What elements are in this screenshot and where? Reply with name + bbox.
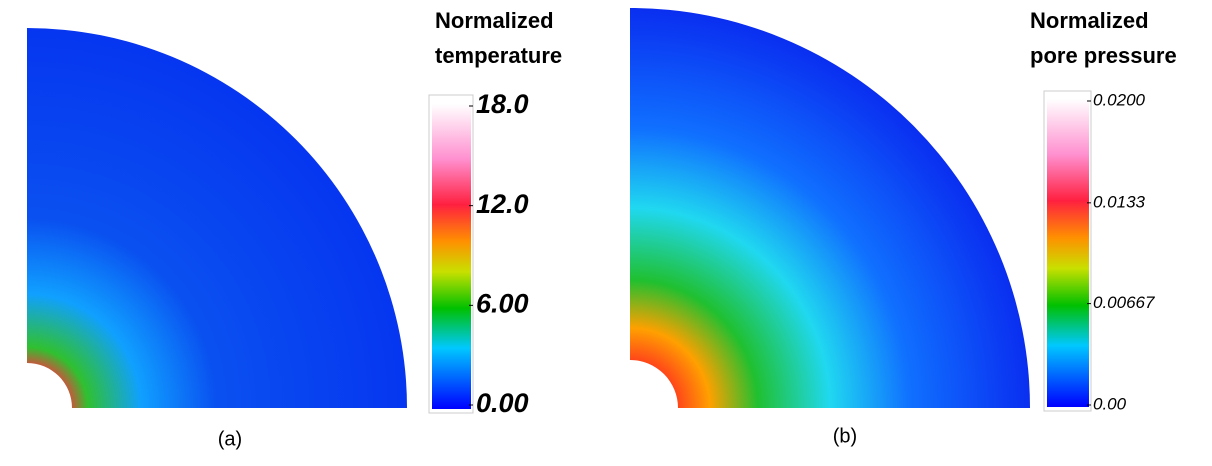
colorbar <box>432 104 471 409</box>
pressure-field <box>630 8 1030 408</box>
tick-label: 0.00667 <box>1093 293 1155 312</box>
caption: (b) <box>833 425 857 447</box>
colorbar-title: Normalized <box>435 8 554 33</box>
colorbar-frame <box>428 94 474 414</box>
caption: (a) <box>218 428 242 450</box>
tick-label: 12.0 <box>476 189 529 219</box>
colorbar-title: Normalized <box>1030 8 1149 33</box>
colorbar-title: pore pressure <box>1030 43 1177 68</box>
tick-label: 0.00 <box>1093 394 1127 413</box>
temperature-field <box>27 28 407 408</box>
tick-label: 0.0133 <box>1093 192 1146 211</box>
tick-label: 0.0200 <box>1093 90 1146 109</box>
tick-label: 18.0 <box>476 89 529 119</box>
colorbar-frame <box>1043 90 1092 412</box>
tick-label: 6.00 <box>476 288 529 318</box>
tick-label: 0.00 <box>476 388 529 418</box>
colorbar-title: temperature <box>435 43 562 68</box>
colorbar <box>1047 99 1089 407</box>
